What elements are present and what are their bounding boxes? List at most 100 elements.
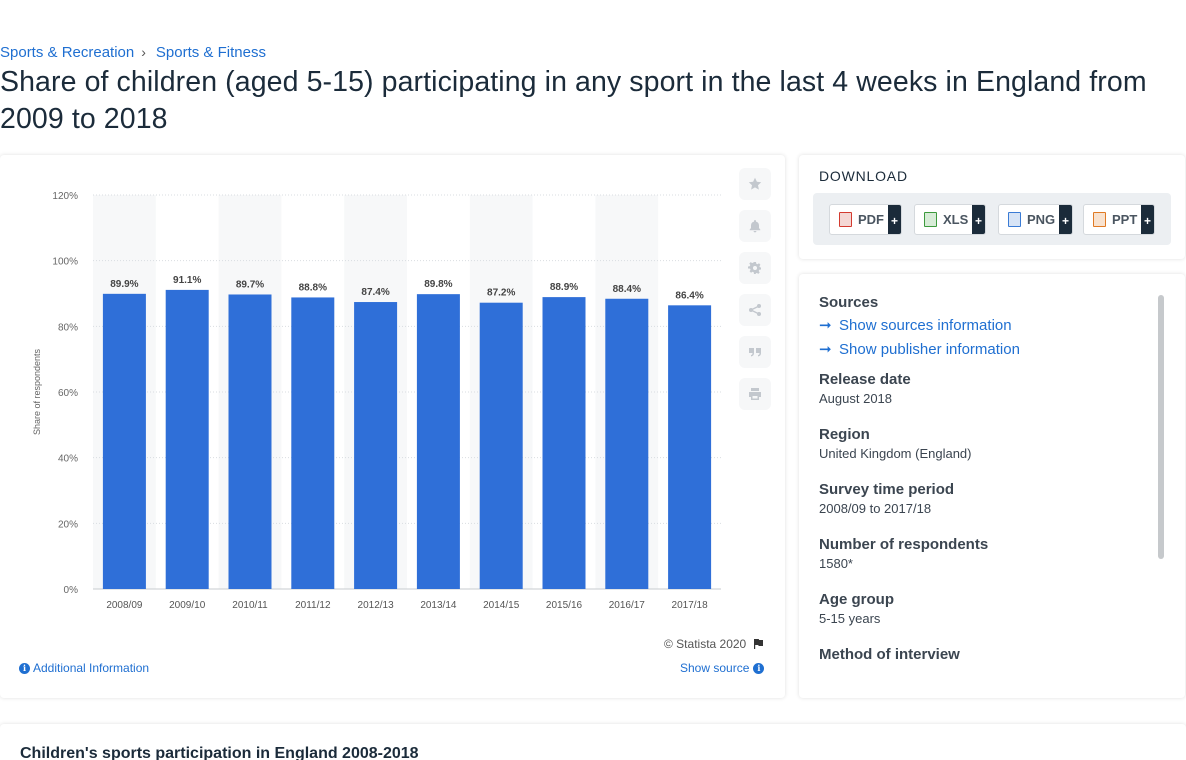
detail-interview-method: Method of interview (819, 646, 1154, 663)
detail-region: Region United Kingdom (England) (819, 426, 1154, 461)
info-icon: i (19, 662, 30, 674)
download-buttons: PDF + XLS + PNG + PPT + (813, 193, 1171, 245)
cite-button[interactable] (739, 336, 771, 368)
ppt-file-icon (1093, 212, 1106, 227)
interview-method-heading: Method of interview (819, 646, 960, 663)
plus-icon: + (972, 205, 985, 234)
x-tick-label: 2015/16 (546, 600, 583, 611)
show-sources-label: Show sources information (839, 316, 1012, 334)
download-ppt-label: PPT (1112, 212, 1138, 227)
age-group-value: 5-15 years (819, 611, 881, 626)
plus-icon: + (1059, 205, 1072, 234)
bar (228, 294, 272, 589)
show-publisher-label: Show publisher information (839, 340, 1020, 358)
data-label: 89.7% (236, 279, 264, 290)
data-label: 89.8% (424, 279, 452, 290)
bar (354, 302, 398, 589)
download-xls-button[interactable]: XLS + (914, 204, 986, 235)
copyright-text: © Statista 2020 (664, 637, 747, 651)
print-icon (749, 388, 761, 400)
breadcrumb: Sports & Recreation › Sports & Fitness (0, 42, 266, 62)
y-axis-label: Share of respondents (32, 348, 42, 435)
download-card: DOWNLOAD PDF + XLS + PNG + PPT + (799, 155, 1185, 259)
chevron-right-icon: › (141, 44, 146, 60)
bar (542, 297, 586, 589)
show-publisher-link[interactable]: ➞ Show publisher information (819, 337, 1154, 361)
survey-period-heading: Survey time period (819, 481, 955, 498)
print-button[interactable] (739, 378, 771, 410)
bar (668, 305, 712, 589)
chart-card: 0% 20% 40% 60% 80% 100% 120% Share of responden… (0, 155, 785, 698)
x-tick-label: 2013/14 (420, 600, 457, 611)
x-tick-label: 2010/11 (232, 600, 268, 611)
download-pdf-label: PDF (858, 212, 884, 227)
notification-button[interactable] (739, 210, 771, 242)
gear-icon (748, 262, 761, 274)
share-icon (749, 304, 761, 316)
plus-icon: + (1141, 205, 1154, 234)
bar (416, 294, 460, 589)
x-tick-label: 2011/12 (295, 600, 331, 611)
details-scrollbar[interactable] (1158, 295, 1164, 559)
survey-period-value: 2008/09 to 2017/18 (819, 501, 932, 516)
data-label: 88.4% (613, 284, 641, 295)
x-tick-label: 2017/18 (672, 600, 709, 611)
png-file-icon (1008, 212, 1021, 227)
arrow-right-icon: ➞ (819, 317, 832, 334)
plus-icon: + (888, 205, 901, 234)
xls-file-icon (924, 212, 937, 227)
y-tick-label: 20% (58, 519, 78, 530)
data-label: 88.9% (550, 282, 578, 293)
sources-heading: Sources (819, 294, 879, 311)
star-icon (748, 177, 762, 190)
y-tick-label: 0% (64, 585, 79, 596)
release-date-value: August 2018 (819, 391, 893, 406)
data-label: 87.4% (361, 287, 389, 298)
chart-toolbar (739, 168, 773, 420)
release-date-heading: Release date (819, 371, 911, 388)
breadcrumb-sports-fitness[interactable]: Sports & Fitness (155, 43, 266, 61)
breadcrumb-sports-recreation[interactable]: Sports & Recreation (0, 43, 135, 61)
x-tick-label: 2012/13 (358, 600, 395, 611)
related-statistic-title[interactable]: Children's sports participation in Engla… (20, 745, 419, 760)
pdf-file-icon (839, 212, 852, 227)
copyright: © Statista 2020 (664, 637, 764, 651)
details-card: Sources ➞ Show sources information ➞ Sho… (799, 274, 1185, 698)
download-png-label: PNG (1027, 212, 1056, 227)
x-tick-label: 2014/15 (483, 600, 520, 611)
download-png-button[interactable]: PNG + (998, 204, 1073, 235)
detail-release-date: Release date August 2018 (819, 371, 1154, 406)
download-pdf-button[interactable]: PDF + (829, 204, 902, 235)
data-label: 86.4% (675, 290, 703, 301)
detail-survey-period: Survey time period 2008/09 to 2017/18 (819, 481, 1154, 516)
detail-age-group: Age group 5-15 years (819, 591, 1154, 626)
arrow-right-icon: ➞ (819, 341, 832, 358)
data-label: 91.1% (173, 275, 201, 286)
flag-icon[interactable] (752, 638, 764, 650)
download-ppt-button[interactable]: PPT + (1083, 204, 1155, 235)
y-tick-label: 100% (52, 257, 78, 268)
respondents-value: 1580* (819, 556, 853, 571)
show-source-link[interactable]: Show source i (680, 661, 765, 675)
show-source-label: Show source (680, 661, 750, 675)
bar (605, 298, 649, 589)
details-scroll-area[interactable]: Sources ➞ Show sources information ➞ Sho… (819, 294, 1154, 684)
data-label: 87.2% (487, 288, 515, 299)
settings-button[interactable] (739, 252, 771, 284)
show-sources-link[interactable]: ➞ Show sources information (819, 313, 1154, 337)
data-label: 88.8% (299, 282, 327, 293)
y-tick-label: 40% (58, 454, 78, 465)
age-group-heading: Age group (819, 591, 894, 608)
info-icon: i (753, 662, 765, 674)
bar (102, 293, 146, 589)
page-title: Share of children (aged 5-15) participat… (0, 66, 1147, 135)
quote-icon (749, 348, 761, 357)
x-tick-label: 2008/09 (106, 600, 143, 611)
y-tick-label: 120% (52, 191, 78, 202)
respondents-heading: Number of respondents (819, 536, 989, 553)
download-title: DOWNLOAD (819, 168, 908, 184)
share-button[interactable] (739, 294, 771, 326)
additional-information-link[interactable]: i Additional Information (19, 661, 149, 675)
favorite-button[interactable] (739, 168, 771, 200)
detail-respondents: Number of respondents 1580* (819, 536, 1154, 571)
